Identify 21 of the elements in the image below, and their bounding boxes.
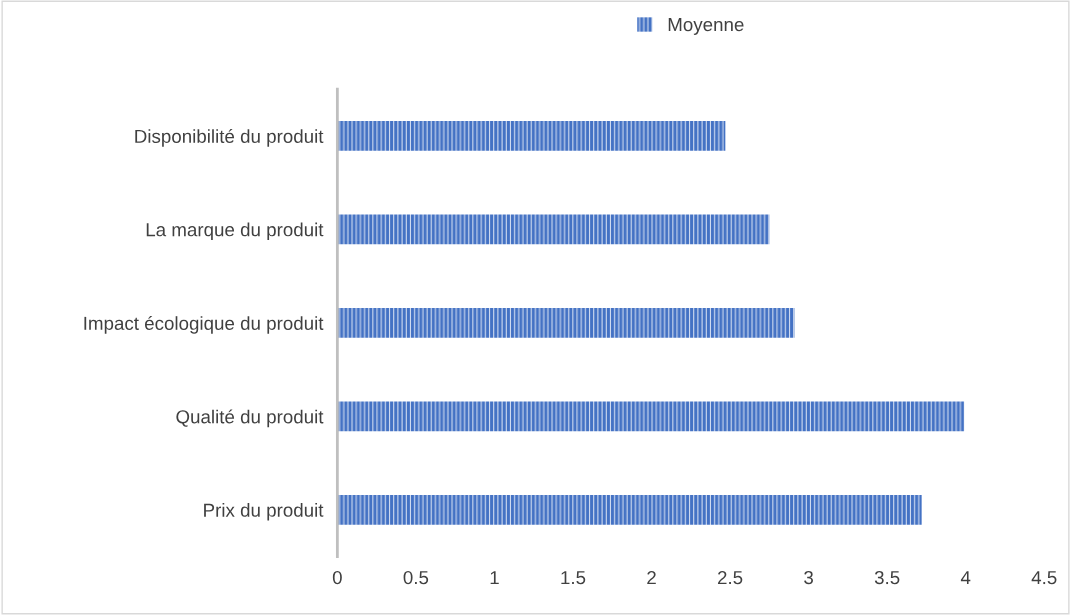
y-tick-label: Prix du produit (204, 503, 324, 521)
x-tick-label: 2 (647, 570, 656, 585)
y-tick-label: Qualité du produit (176, 409, 324, 428)
x-tick-label: 4.5 (1031, 571, 1057, 585)
y-tick-label: La marque du produit (146, 222, 324, 241)
x-tick-label: 0 (332, 570, 342, 585)
x-tick-label: 1 (490, 571, 499, 585)
x-tick-label: 0.5 (403, 570, 429, 585)
x-tick-label: 2.5 (717, 570, 743, 585)
x-tick-label: 4 (960, 571, 971, 585)
x-tick-label: 3 (804, 570, 813, 585)
bar (337, 120, 726, 151)
bar (337, 214, 770, 245)
bar (337, 401, 965, 432)
y-tick-label: Impact écologique du produit (84, 315, 324, 334)
y-tick-label: Disponibilité du produit (135, 129, 324, 147)
legend-label: Moyenne (668, 18, 744, 35)
bar (337, 494, 922, 525)
x-tick-label: 1.5 (561, 571, 586, 585)
bar (337, 307, 795, 338)
x-tick-label: 3.5 (874, 570, 900, 585)
